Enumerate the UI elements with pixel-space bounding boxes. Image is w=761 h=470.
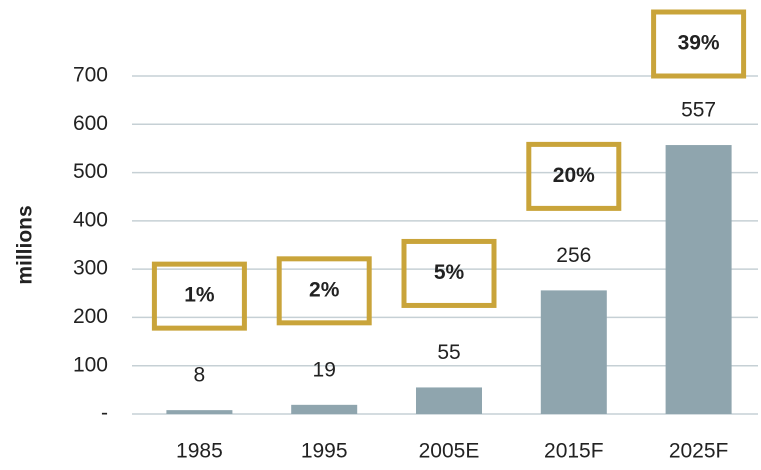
y-tick-label: 500 xyxy=(73,160,108,183)
y-tick-label: 200 xyxy=(73,305,108,328)
annotation-box xyxy=(276,256,372,326)
bar xyxy=(416,387,482,414)
data-label: 8 xyxy=(194,364,206,387)
annotation-box xyxy=(651,9,747,79)
y-axis-label: millions xyxy=(14,205,37,284)
bar xyxy=(540,290,607,414)
data-label: 256 xyxy=(556,244,591,267)
annotation: 5% xyxy=(434,261,465,284)
annotation-box xyxy=(526,141,622,211)
data-label: 55 xyxy=(437,341,460,364)
annotation-box xyxy=(401,238,497,308)
x-tick-label: 2015F xyxy=(544,440,604,463)
annotation: 39% xyxy=(678,32,720,55)
bar xyxy=(665,145,732,414)
annotation: 20% xyxy=(553,164,595,187)
data-label: 19 xyxy=(313,358,336,381)
y-tick-label: 100 xyxy=(73,353,108,376)
y-tick-label: 600 xyxy=(73,112,108,135)
annotation: 2% xyxy=(309,278,340,301)
y-tick-label: - xyxy=(101,402,108,425)
annotation-box xyxy=(151,261,247,331)
bar xyxy=(166,410,233,414)
x-tick-label: 1995 xyxy=(301,440,348,463)
x-tick-label: 2005E xyxy=(419,440,480,463)
y-tick-label: 700 xyxy=(73,64,108,87)
data-label: 557 xyxy=(681,99,716,122)
y-tick-label: 300 xyxy=(73,257,108,280)
x-tick-label: 1985 xyxy=(176,440,223,463)
y-tick-label: 400 xyxy=(73,208,108,231)
bar xyxy=(291,404,358,414)
annotation: 1% xyxy=(184,284,215,307)
x-tick-label: 2025F xyxy=(669,440,729,463)
